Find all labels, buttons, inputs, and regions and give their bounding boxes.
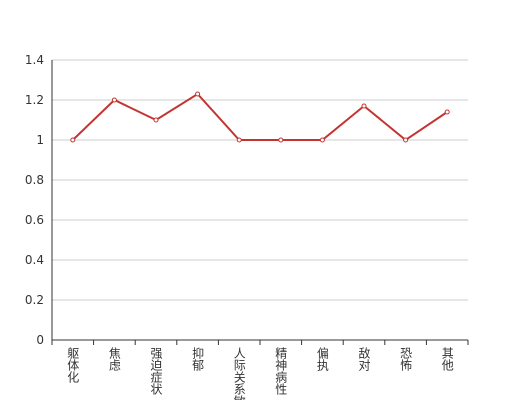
point: [195, 91, 201, 97]
x-tick-label: 强迫症状: [149, 347, 163, 395]
point: [361, 103, 367, 109]
x-tick-label: 恐怖: [399, 347, 413, 371]
point: [70, 137, 76, 143]
point: [444, 109, 450, 115]
x-tick-label: 敌对: [357, 346, 371, 371]
x-tick-label: 精神病性: [274, 347, 288, 396]
y-tick-label: 0.6: [25, 213, 44, 227]
x-tick-label: 偏执: [315, 346, 329, 372]
y-tick-label: 0: [36, 333, 44, 347]
point: [278, 137, 284, 143]
point: [403, 137, 409, 143]
y-tick-label: 0.2: [25, 293, 44, 307]
y-tick-label: 0.4: [25, 253, 44, 267]
x-tick-label: 躯体化: [66, 346, 80, 384]
x-tick-label: 抑郁: [191, 346, 205, 372]
x-tick-label: 焦虑: [107, 347, 121, 371]
point: [319, 137, 325, 143]
point: [236, 137, 242, 143]
y-tick-label: 1.2: [25, 93, 44, 107]
y-tick-label: 1.4: [25, 53, 44, 67]
point: [153, 117, 159, 123]
line: [72, 92, 448, 142]
y-tick-label: 0.8: [25, 173, 44, 187]
x-tick-label: 人际关系敏感: [232, 347, 246, 400]
y-tick-label: 1: [36, 133, 44, 147]
x-tick-label: 其他: [440, 347, 454, 371]
point: [111, 97, 117, 103]
